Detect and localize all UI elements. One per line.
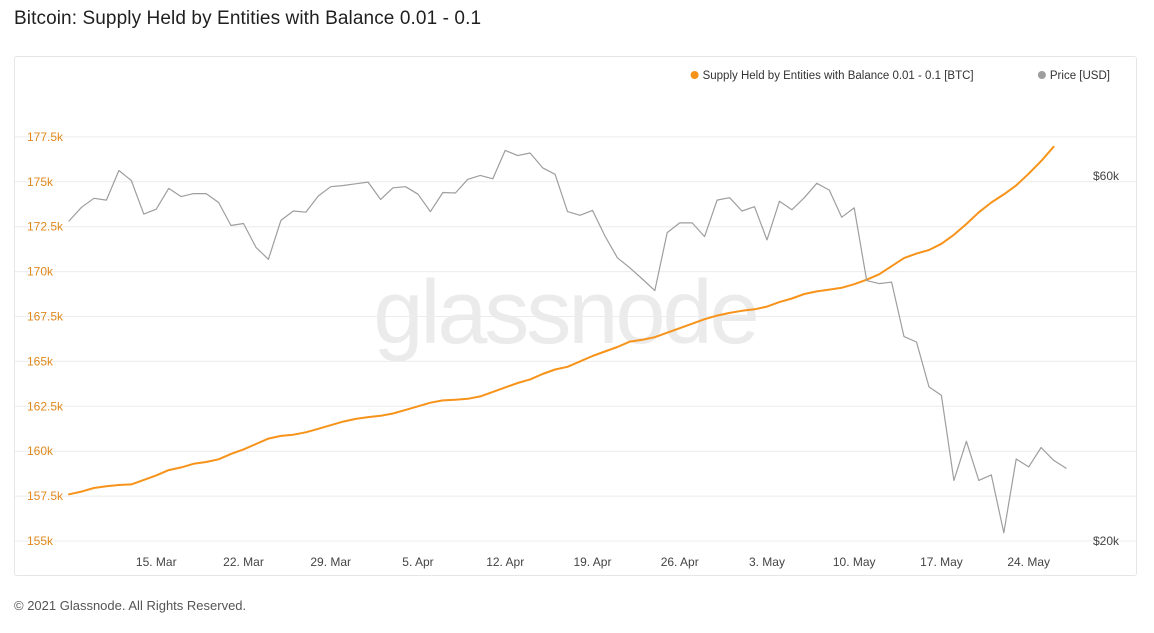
left-axis-tick-label: 155k [27, 534, 54, 548]
left-axis-tick-label: 170k [27, 265, 54, 279]
grid-lines [15, 136, 1136, 542]
right-axis-tick-label: $60k [1093, 169, 1120, 183]
left-axis-tick-label: 177.5k [27, 130, 64, 144]
right-y-axis: $20k $60k [1093, 169, 1120, 548]
chart-panel: glassnode 155k 157.5k 160k 162.5k 165k 167.5k… [14, 56, 1137, 576]
x-axis: 15. Mar 22. Mar 29. Mar 5. Apr 12. Apr 19. Ap… [136, 555, 1050, 569]
x-axis-tick-label: 24. May [1007, 555, 1050, 569]
supply-line [68, 145, 1055, 496]
left-axis-tick-label: 167.5k [27, 310, 64, 324]
x-axis-tick-label: 12. Apr [486, 555, 524, 569]
legend-item-price[interactable]: Price [USD] [1037, 70, 1110, 82]
chart-svg: glassnode 155k 157.5k 160k 162.5k 165k 167.5k… [15, 70, 1136, 569]
x-axis-tick-label: 3. May [749, 555, 785, 569]
x-axis-tick-label: 5. Apr [402, 555, 433, 569]
price-line [68, 149, 1067, 534]
left-axis-tick-label: 165k [27, 354, 54, 368]
x-axis-tick-label: 19. Apr [573, 555, 611, 569]
legend-dot-icon [1037, 71, 1046, 79]
left-y-axis: 155k 157.5k 160k 162.5k 165k 167.5k 170k 172.5k… [27, 130, 64, 548]
page-title: Bitcoin: Supply Held by Entities with Ba… [14, 8, 482, 29]
x-axis-tick-label: 10. May [833, 555, 876, 569]
left-axis-tick-label: 162.5k [27, 399, 64, 413]
supply-series [68, 145, 1055, 496]
price-series [68, 149, 1067, 534]
x-axis-tick-label: 15. Mar [136, 555, 177, 569]
copyright-footer: © 2021 Glassnode. All Rights Reserved. [14, 598, 247, 613]
legend-item-supply[interactable]: Supply Held by Entities with Balance 0.0… [690, 70, 974, 82]
x-axis-tick-label: 17. May [920, 555, 963, 569]
left-axis-tick-label: 172.5k [27, 220, 64, 234]
watermark: glassnode [373, 263, 756, 363]
legend-label: Supply Held by Entities with Balance 0.0… [703, 70, 974, 82]
legend-label: Price [USD] [1050, 70, 1110, 82]
left-axis-tick-label: 175k [27, 175, 54, 189]
legend-dot-icon [690, 71, 699, 79]
right-axis-tick-label: $20k [1093, 534, 1120, 548]
x-axis-tick-label: 26. Apr [661, 555, 699, 569]
x-axis-tick-label: 29. Mar [310, 555, 351, 569]
legend[interactable]: Supply Held by Entities with Balance 0.0… [690, 70, 1110, 82]
series-layer [68, 145, 1067, 534]
x-axis-tick-label: 22. Mar [223, 555, 264, 569]
left-axis-tick-label: 157.5k [27, 489, 64, 503]
left-axis-tick-label: 160k [27, 444, 54, 458]
